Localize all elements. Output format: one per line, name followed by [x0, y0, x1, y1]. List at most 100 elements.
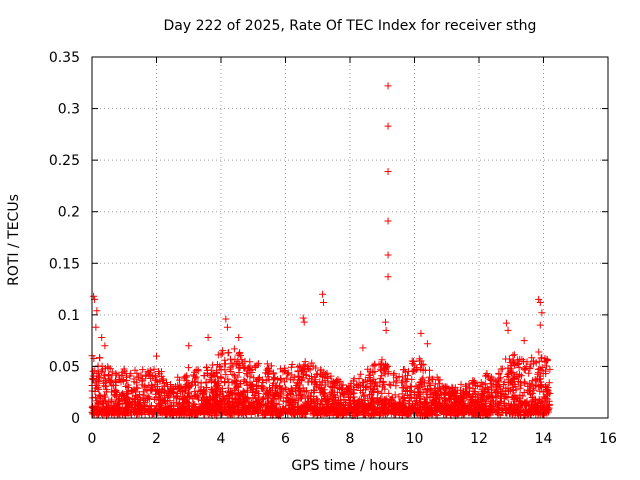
data-point — [503, 406, 511, 414]
data-points — [88, 345, 554, 420]
data-point — [245, 403, 253, 411]
data-point — [143, 386, 151, 394]
data-point — [118, 400, 126, 408]
data-point — [151, 372, 159, 380]
data-point — [158, 385, 166, 393]
data-point — [443, 408, 451, 416]
data-point — [312, 364, 320, 372]
data-point — [356, 386, 364, 394]
data-point — [320, 409, 328, 417]
data-point — [112, 387, 120, 395]
data-point — [213, 367, 221, 375]
data-point — [101, 377, 109, 385]
data-point — [231, 386, 239, 394]
data-point — [350, 393, 358, 401]
data-point — [228, 378, 236, 386]
data-point — [502, 319, 510, 327]
data-point — [311, 376, 319, 384]
data-point — [456, 394, 464, 402]
data-point — [410, 388, 418, 396]
data-point — [340, 395, 348, 403]
data-point — [234, 373, 242, 381]
data-point — [95, 378, 103, 386]
data-point — [243, 410, 251, 418]
data-point — [131, 366, 139, 374]
data-point — [383, 362, 391, 370]
data-point — [278, 406, 286, 414]
data-point — [229, 370, 237, 378]
data-point — [525, 380, 533, 388]
data-point — [228, 359, 236, 367]
data-point — [161, 408, 169, 416]
data-point — [508, 368, 516, 376]
data-point — [299, 384, 307, 392]
data-point — [297, 410, 305, 418]
data-point — [337, 386, 345, 394]
data-point — [390, 378, 398, 386]
data-point — [511, 372, 519, 380]
chart-title: Day 222 of 2025, Rate Of TEC Index for r… — [163, 18, 537, 34]
x-tick-label: 12 — [470, 431, 488, 447]
data-point — [310, 388, 318, 396]
data-point — [200, 389, 208, 397]
data-point — [295, 372, 303, 380]
y-tick-label: 0.1 — [58, 308, 80, 324]
data-point — [430, 399, 438, 407]
data-point — [531, 375, 539, 383]
data-point — [217, 365, 225, 373]
data-point — [413, 364, 421, 372]
data-point — [370, 386, 378, 394]
data-point — [139, 388, 147, 396]
data-point — [532, 398, 540, 406]
data-point — [304, 407, 312, 415]
data-point — [295, 376, 303, 384]
data-point — [521, 366, 529, 374]
data-point — [127, 370, 135, 378]
data-point — [502, 355, 510, 363]
data-point — [149, 385, 157, 393]
data-point — [211, 400, 219, 408]
data-point — [299, 314, 307, 322]
data-point — [265, 376, 273, 384]
data-point — [127, 403, 135, 411]
data-point — [108, 396, 116, 404]
data-point — [238, 407, 246, 415]
data-point — [119, 377, 127, 385]
data-point — [280, 378, 288, 386]
data-point — [317, 370, 325, 378]
data-point — [246, 404, 254, 412]
x-tick-label: 0 — [88, 431, 97, 447]
data-point — [520, 357, 528, 365]
data-point — [520, 388, 528, 396]
data-point — [213, 392, 221, 400]
data-point — [380, 406, 388, 414]
data-point — [150, 365, 158, 373]
data-point — [200, 372, 208, 380]
data-point — [260, 395, 268, 403]
data-point — [138, 381, 146, 389]
data-point — [398, 390, 406, 398]
x-tick-label: 10 — [406, 431, 424, 447]
data-point — [99, 404, 107, 412]
data-point — [381, 318, 389, 326]
data-point — [410, 358, 418, 366]
data-point — [275, 383, 283, 391]
data-point — [489, 392, 497, 400]
data-point — [313, 395, 321, 403]
data-point — [374, 388, 382, 396]
data-point — [166, 410, 174, 418]
data-point — [359, 344, 367, 352]
data-point — [481, 411, 489, 419]
data-point — [421, 398, 429, 406]
data-point — [236, 363, 244, 371]
data-point — [377, 401, 385, 409]
data-point — [378, 389, 386, 397]
data-point — [345, 407, 353, 415]
data-point — [384, 122, 392, 130]
data-point — [144, 367, 152, 375]
data-point — [246, 358, 254, 366]
data-point — [497, 399, 505, 407]
data-point — [185, 382, 193, 390]
data-point — [248, 368, 256, 376]
data-point — [398, 379, 406, 387]
